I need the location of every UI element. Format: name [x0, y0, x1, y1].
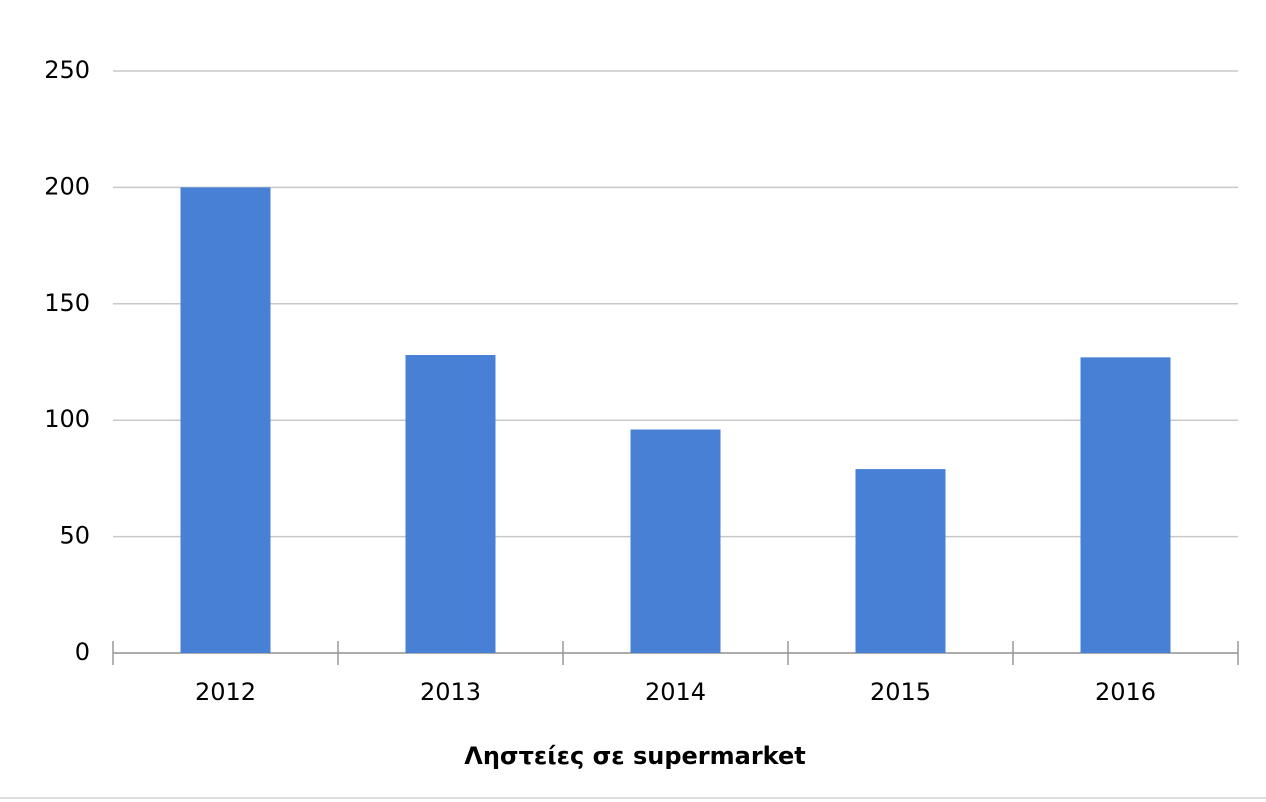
y-tick-label: 100: [44, 405, 90, 433]
y-tick-label: 250: [44, 56, 90, 84]
bar: [630, 429, 721, 653]
y-tick-label: 0: [75, 638, 90, 666]
y-tick-label: 150: [44, 289, 90, 317]
x-axis-title: Ληστείες σε supermarket: [464, 742, 806, 770]
y-tick-label: 200: [44, 172, 90, 200]
x-tick-label: 2014: [645, 678, 706, 706]
y-tick-label: 50: [59, 522, 90, 550]
bar: [405, 355, 496, 653]
bar: [855, 469, 946, 653]
x-tick-label: 2015: [870, 678, 931, 706]
x-tick-label: 2012: [195, 678, 256, 706]
x-tick-label: 2016: [1095, 678, 1156, 706]
bar: [1080, 357, 1171, 653]
x-tick-label: 2013: [420, 678, 481, 706]
bar: [180, 187, 271, 653]
